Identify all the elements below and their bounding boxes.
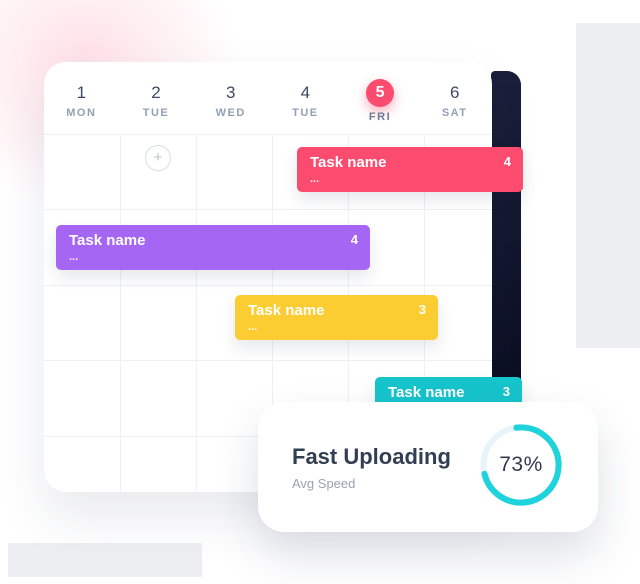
day-label: SAT bbox=[441, 107, 468, 119]
task-count-badge: 4 bbox=[503, 154, 511, 169]
progress-ring: 73% bbox=[474, 418, 568, 512]
day-column-1[interactable]: 1 MON bbox=[44, 77, 119, 119]
day-column-2[interactable]: 2 TUE bbox=[119, 77, 194, 119]
upload-text-block: Fast Uploading Avg Speed bbox=[292, 444, 451, 491]
progress-percent-label: 73% bbox=[499, 453, 543, 476]
right-placeholder-block bbox=[576, 23, 640, 348]
grid-line-vertical bbox=[196, 134, 197, 492]
task-count-badge: 3 bbox=[502, 384, 510, 399]
task-title: Task name bbox=[388, 384, 465, 401]
day-column-5-selected[interactable]: 5 FRI bbox=[343, 73, 418, 123]
day-number: 6 bbox=[449, 83, 460, 102]
day-label: MON bbox=[66, 107, 97, 119]
day-label: FRI bbox=[368, 111, 392, 123]
task-title: Task name bbox=[310, 154, 387, 171]
add-task-button[interactable]: + bbox=[145, 145, 171, 171]
day-number: 2 bbox=[151, 83, 161, 102]
selected-day-badge: 5 bbox=[366, 79, 395, 107]
task-chip-purple[interactable]: Task name ... 4 bbox=[56, 225, 370, 270]
upload-card-subtitle: Avg Speed bbox=[292, 476, 356, 491]
task-title: Task name bbox=[69, 232, 146, 249]
task-more-ellipsis: ... bbox=[310, 173, 320, 185]
progress-ring-svg bbox=[480, 424, 562, 506]
grid-line-vertical bbox=[120, 134, 121, 492]
task-more-ellipsis: ... bbox=[69, 251, 79, 263]
day-number: 4 bbox=[300, 83, 311, 102]
task-chip-pink[interactable]: Task name ... 4 bbox=[297, 147, 523, 192]
task-more-ellipsis: ... bbox=[248, 321, 258, 333]
grid-line-horizontal bbox=[44, 285, 492, 286]
back-panel bbox=[491, 71, 521, 411]
grid-line-horizontal bbox=[44, 134, 492, 135]
day-label: TUE bbox=[292, 107, 319, 119]
day-column-6[interactable]: 6 SAT bbox=[417, 77, 492, 119]
day-column-3[interactable]: 3 WED bbox=[193, 77, 268, 119]
grid-line-horizontal bbox=[44, 209, 492, 210]
grid-line-horizontal bbox=[44, 360, 492, 361]
calendar-header: 1 MON 2 TUE 3 WED 4 TUE 5 FRI 6 SAT bbox=[44, 62, 492, 134]
task-count-badge: 3 bbox=[418, 302, 426, 317]
upload-stat-card: Fast Uploading Avg Speed 73% bbox=[258, 402, 598, 532]
task-count-badge: 4 bbox=[350, 232, 358, 247]
task-title: Task name bbox=[248, 302, 325, 319]
day-number: 3 bbox=[225, 83, 236, 102]
task-chip-yellow[interactable]: Task name ... 3 bbox=[235, 295, 438, 340]
upload-card-title: Fast Uploading bbox=[292, 444, 451, 469]
day-number: 1 bbox=[76, 83, 87, 102]
bottom-placeholder-block bbox=[8, 543, 202, 577]
plus-icon: + bbox=[153, 149, 163, 166]
day-label: TUE bbox=[142, 107, 170, 119]
progress-ring-arc bbox=[480, 424, 562, 506]
day-label: WED bbox=[215, 107, 246, 119]
day-column-4[interactable]: 4 TUE bbox=[268, 77, 343, 119]
